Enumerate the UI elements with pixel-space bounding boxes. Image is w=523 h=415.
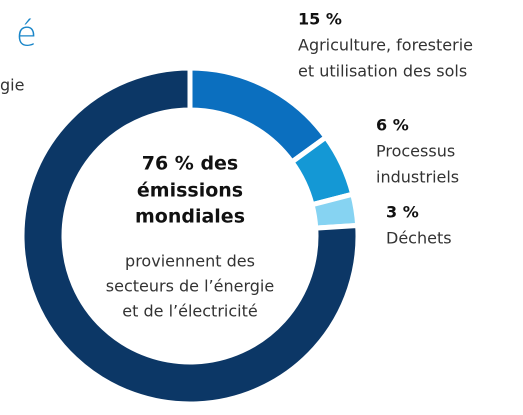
- segment-label: industriels: [376, 168, 459, 187]
- segment-value-label: 3 %: [386, 203, 419, 222]
- donut-segment: [187, 65, 330, 166]
- segment-label: et utilisation des sols: [298, 62, 467, 81]
- center-title: mondiales: [135, 206, 245, 228]
- center-text: secteurs de l’énergie: [106, 277, 274, 296]
- segment-label: Processus: [376, 142, 455, 161]
- center-title: 76 % des: [142, 153, 239, 175]
- chart-title: é: [16, 15, 37, 55]
- segment-label: Agriculture, foresterie: [298, 36, 473, 55]
- segment-label: Déchets: [386, 229, 452, 248]
- segment-value-label: 6 %: [376, 116, 409, 135]
- center-title: émissions: [137, 180, 243, 202]
- donut-segment: [19, 65, 361, 407]
- center-text: proviennent des: [125, 252, 255, 271]
- center-text: et de l’électricité: [122, 302, 257, 321]
- segment-label: gie: [0, 76, 24, 95]
- segment-value-label: 15 %: [298, 10, 342, 29]
